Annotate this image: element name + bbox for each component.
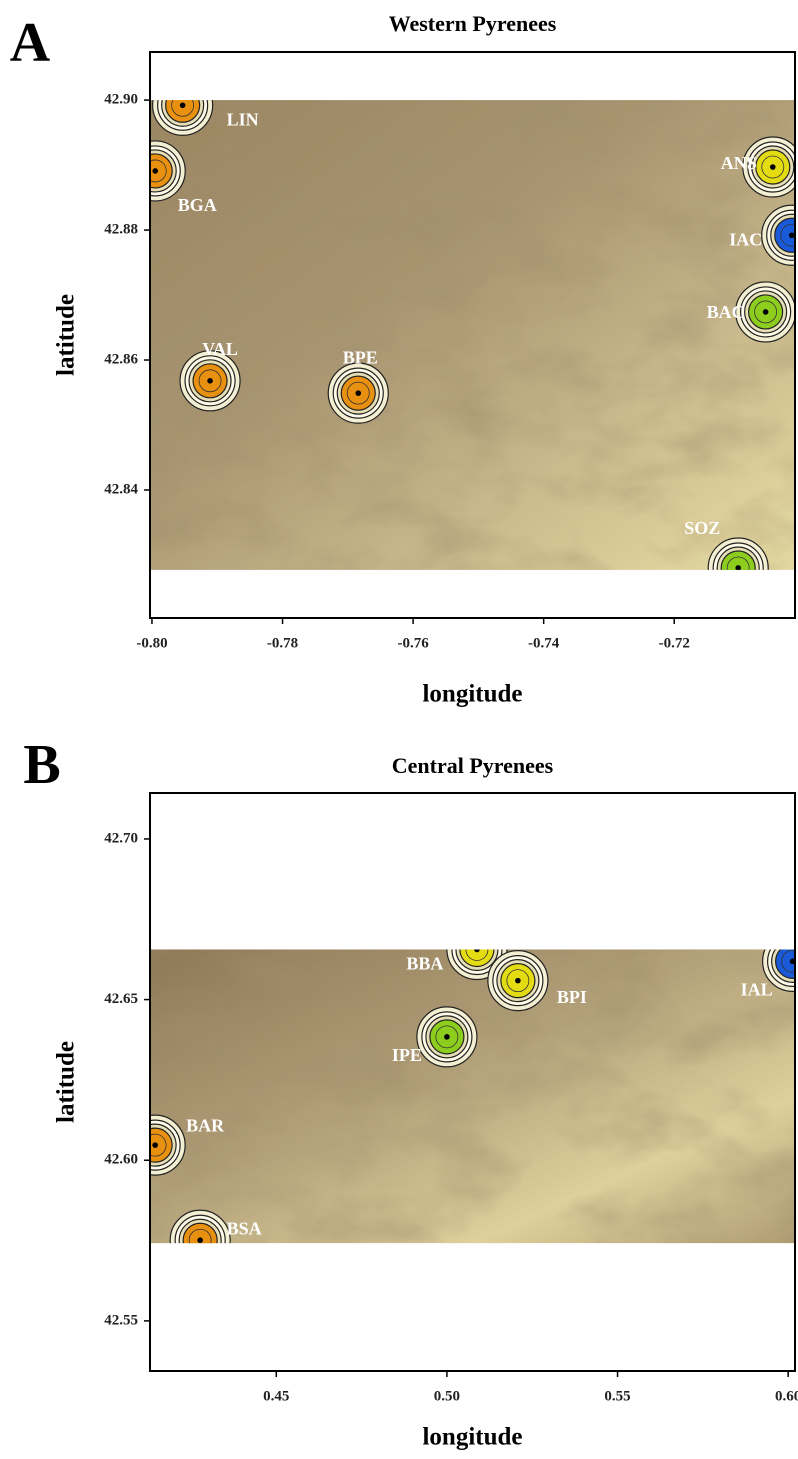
terrain	[150, 949, 795, 1243]
site-dot	[474, 947, 480, 953]
terrain	[150, 100, 795, 570]
site-label: BPI	[557, 987, 587, 1007]
site-dot	[355, 390, 361, 396]
y-tick-label: 42.60	[104, 1152, 138, 1168]
x-tick-label: 0.45	[263, 1388, 289, 1404]
chart-title: Central Pyrenees	[392, 753, 554, 778]
site-label: LIN	[227, 109, 259, 129]
site-marker	[328, 363, 388, 423]
chart-title: Western Pyrenees	[389, 11, 557, 36]
x-tick-label: -0.76	[397, 635, 429, 651]
site-label: BAC	[707, 302, 745, 322]
site-label: BBA	[406, 954, 443, 974]
figure: A Western Pyrenees longitude latitude LIN BGA…	[0, 0, 798, 1459]
y-tick-label: 42.55	[104, 1312, 138, 1328]
x-axis-label: longitude	[422, 681, 522, 708]
site-marker	[125, 141, 185, 201]
site-label: IPE	[392, 1045, 422, 1065]
site-dot	[152, 1142, 158, 1148]
site-label: SOZ	[684, 518, 720, 538]
y-tick-label: 42.70	[104, 830, 138, 846]
site-dot	[197, 1237, 203, 1243]
site-label: BSA	[227, 1218, 262, 1238]
x-tick-label: 0.55	[604, 1388, 630, 1404]
x-tick-label: 0.60	[775, 1388, 798, 1404]
site-dot	[789, 232, 795, 238]
x-tick-label: -0.72	[659, 635, 690, 651]
y-tick-label: 42.86	[104, 351, 138, 367]
x-axis-label: longitude	[422, 1424, 522, 1451]
site-marker	[170, 1210, 230, 1270]
site-dot	[444, 1034, 450, 1040]
y-tick-label: 42.88	[104, 221, 138, 237]
site-label: BPE	[343, 347, 378, 367]
x-tick-label: 0.50	[434, 1388, 460, 1404]
panel-label: A	[10, 12, 51, 74]
x-tick-label: -0.80	[136, 635, 167, 651]
y-tick-label: 42.84	[104, 481, 138, 497]
site-marker	[180, 351, 240, 411]
site-dot	[207, 378, 213, 384]
site-label: BAR	[186, 1115, 225, 1135]
y-axis-label: latitude	[53, 294, 80, 376]
x-tick-label: -0.78	[267, 635, 298, 651]
site-label: VAL	[202, 339, 238, 359]
site-dot	[180, 102, 186, 108]
site-label: IAL	[741, 979, 773, 999]
y-tick-label: 42.65	[104, 991, 138, 1007]
site-marker	[708, 538, 768, 598]
site-marker	[153, 75, 213, 135]
site-label: BGA	[178, 195, 217, 215]
site-dot	[763, 309, 769, 315]
site-dot	[152, 168, 158, 174]
site-label: IAC	[729, 229, 762, 249]
x-tick-label: -0.74	[528, 635, 560, 651]
panel-label: B	[23, 734, 60, 796]
y-axis-label: latitude	[53, 1041, 80, 1123]
site-dot	[515, 978, 521, 984]
site-dot	[735, 565, 741, 571]
site-marker	[488, 951, 548, 1011]
site-dot	[770, 164, 776, 170]
y-tick-label: 42.90	[104, 92, 138, 108]
site-marker	[417, 1007, 477, 1067]
site-label: ANS	[721, 153, 757, 173]
